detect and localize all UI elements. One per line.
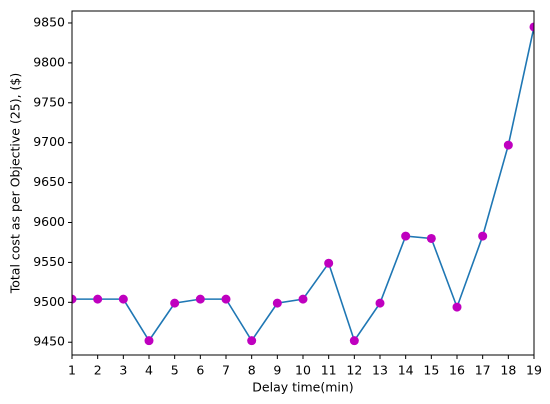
y-tick-label: 9650 xyxy=(33,174,65,189)
y-tick-label: 9700 xyxy=(33,134,65,149)
marker xyxy=(247,336,257,346)
x-tick-label: 14 xyxy=(398,363,414,378)
plot-area xyxy=(72,22,534,346)
marker xyxy=(170,298,180,308)
x-tick-label: 4 xyxy=(145,363,153,378)
x-tick-label: 7 xyxy=(222,363,230,378)
y-tick-label: 9500 xyxy=(33,294,65,309)
marker xyxy=(324,258,334,268)
y-tick-label: 9850 xyxy=(33,14,65,29)
marker xyxy=(221,294,231,304)
x-tick-label: 17 xyxy=(475,363,491,378)
marker xyxy=(375,298,385,308)
marker xyxy=(272,298,282,308)
y-tick-label: 9550 xyxy=(33,254,65,269)
marker xyxy=(401,231,411,241)
x-tick-label: 15 xyxy=(423,363,439,378)
marker xyxy=(529,22,534,32)
x-tick-label: 1 xyxy=(68,363,76,378)
marker xyxy=(349,336,359,346)
x-tick-label: 16 xyxy=(449,363,465,378)
y-tick-label: 9600 xyxy=(33,214,65,229)
marker xyxy=(426,233,436,243)
marker xyxy=(72,294,77,304)
marker xyxy=(478,231,488,241)
x-tick-label: 12 xyxy=(346,363,362,378)
marker xyxy=(298,294,308,304)
x-tick-label: 11 xyxy=(321,363,337,378)
x-tick-label: 6 xyxy=(196,363,204,378)
marker xyxy=(503,140,513,150)
y-axis-label: Total cost as per Objective (25), ($) xyxy=(8,73,23,295)
x-tick-label: 5 xyxy=(171,363,179,378)
x-tick-label: 13 xyxy=(372,363,388,378)
x-tick-label: 19 xyxy=(526,363,542,378)
line xyxy=(72,26,534,343)
marker xyxy=(195,294,205,304)
marker xyxy=(144,336,154,346)
x-tick-label: 18 xyxy=(500,363,516,378)
x-tick-label: 2 xyxy=(94,363,102,378)
y-tick-label: 9750 xyxy=(33,94,65,109)
x-tick-label: 9 xyxy=(273,363,281,378)
marker xyxy=(93,294,103,304)
x-tick-label: 8 xyxy=(248,363,256,378)
axes-frame xyxy=(71,10,535,356)
y-tick-label: 9450 xyxy=(33,334,65,349)
marker xyxy=(118,294,128,304)
x-tick-label: 3 xyxy=(119,363,127,378)
x-axis-label: Delay time(min) xyxy=(252,380,353,395)
marker xyxy=(452,302,462,312)
y-tick-label: 9800 xyxy=(33,54,65,69)
x-tick-label: 10 xyxy=(295,363,311,378)
